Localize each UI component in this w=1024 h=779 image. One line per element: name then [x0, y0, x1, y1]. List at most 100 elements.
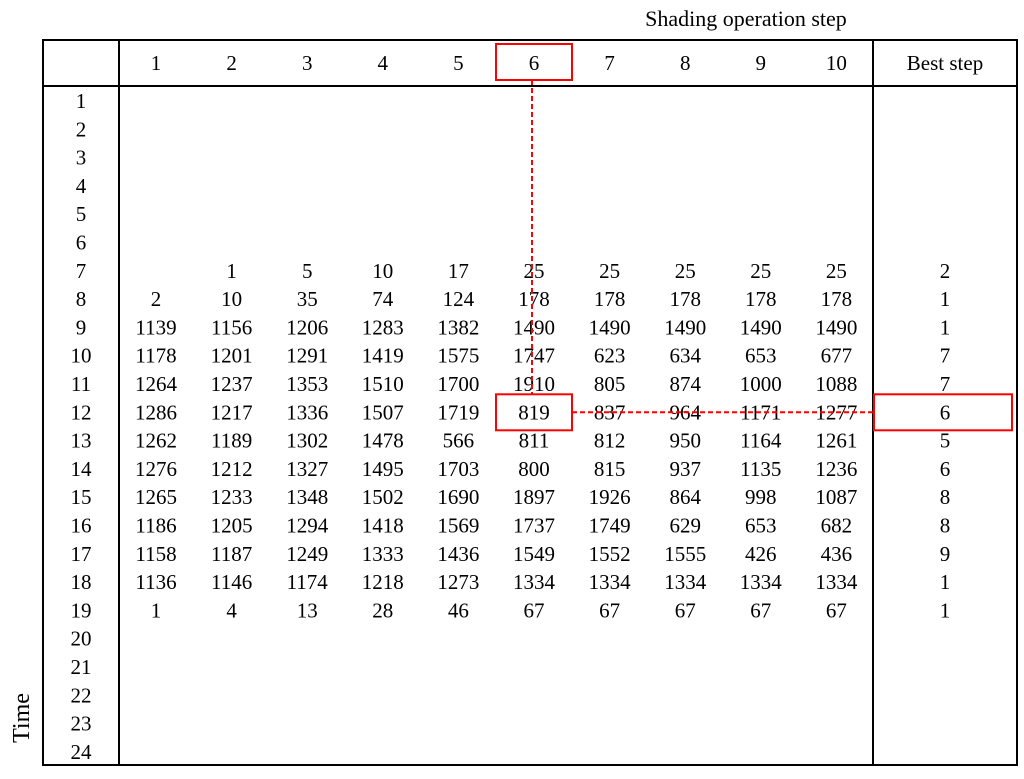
best-step-cell: 6 [940, 400, 951, 424]
table-cell: 1164 [740, 429, 782, 453]
table-cell: 1703 [437, 457, 479, 481]
time-label: 12 [71, 400, 92, 424]
table-row: 13 1262 1189 1302 1478 566 811 812 950 1164 1261 5 [71, 429, 951, 453]
table-title: Shading operation step [645, 6, 847, 31]
best-step-cell: 1 [940, 287, 951, 311]
table-cell: 1136 [135, 570, 176, 594]
table-row: 2 [76, 117, 87, 141]
table-cell: 1910 [513, 372, 555, 396]
table-cell: 426 [745, 542, 777, 566]
table-cell: 1382 [437, 315, 479, 339]
table-cell: 1146 [211, 570, 252, 594]
table-cell: 874 [669, 372, 701, 396]
table-row: 8 2 10 35 74 124 178 178 178 178 178 1 [76, 287, 951, 311]
time-label: 7 [76, 259, 87, 283]
table-cell: 677 [821, 344, 853, 368]
best-step-cell: 7 [940, 372, 951, 396]
best-step-cell: 5 [940, 429, 951, 453]
table-cell: 1212 [211, 457, 253, 481]
table-cell: 1276 [135, 457, 177, 481]
table-cell: 1249 [286, 542, 328, 566]
table-row: 20 [71, 627, 92, 651]
table-cell: 1348 [286, 485, 328, 509]
table-cell: 178 [745, 287, 777, 311]
best-step-cell: 6 [940, 457, 951, 481]
table-cell: 25 [675, 259, 696, 283]
table-cell: 1158 [135, 542, 176, 566]
step-header-9: 9 [756, 51, 767, 75]
table-cell: 1262 [135, 429, 177, 453]
table-cell: 1187 [211, 542, 252, 566]
time-label: 22 [71, 683, 92, 707]
table-cell: 1490 [513, 315, 555, 339]
table-cell: 1135 [740, 457, 781, 481]
table-cell: 1088 [815, 372, 857, 396]
table-cell: 1552 [589, 542, 631, 566]
table-cell: 1286 [135, 400, 177, 424]
table-cell: 1334 [589, 570, 632, 594]
table-cell: 1336 [286, 400, 328, 424]
table-cell: 800 [518, 457, 550, 481]
table-cell: 178 [669, 287, 701, 311]
table-cell: 950 [669, 429, 701, 453]
table-cell: 28 [372, 598, 393, 622]
time-label: 14 [71, 457, 93, 481]
table-cell: 25 [599, 259, 620, 283]
table-cell: 4 [226, 598, 237, 622]
table-cell: 1261 [815, 429, 857, 453]
table-row: 14 1276 1212 1327 1495 1703 800 815 937 1135 1236 6 [71, 457, 951, 481]
table-cell: 1294 [286, 514, 329, 538]
table-frame [42, 39, 1018, 766]
table-cell: 653 [745, 514, 777, 538]
table-row: 5 [76, 202, 87, 226]
table-cell: 1236 [815, 457, 857, 481]
best-step-cell: 2 [940, 259, 951, 283]
step-header-5: 5 [453, 51, 464, 75]
table-cell: 13 [297, 598, 318, 622]
table-cell: 1749 [589, 514, 631, 538]
table-row: 18 1136 1146 1174 1218 1273 1334 1334 1334 1334 13… [71, 570, 951, 594]
table-cell: 815 [594, 457, 626, 481]
step-header-3: 3 [302, 51, 313, 75]
time-label: 9 [76, 315, 87, 339]
table-cell: 1502 [362, 485, 404, 509]
table-cell: 67 [826, 598, 847, 622]
time-label: 6 [76, 231, 87, 255]
table-cell: 1747 [513, 344, 555, 368]
table-cell: 67 [750, 598, 771, 622]
table-cell: 1291 [286, 344, 328, 368]
best-step-cell: 8 [940, 514, 951, 538]
table-cell: 1719 [437, 400, 479, 424]
best-step-cell: 1 [940, 598, 951, 622]
table-cell: 629 [669, 514, 701, 538]
step-headers: 1 2 3 4 5 6 7 8 9 10 [151, 51, 847, 75]
table-cell: 178 [594, 287, 626, 311]
table-cell: 1490 [740, 315, 782, 339]
table-cell: 1478 [362, 429, 404, 453]
time-label: 19 [71, 598, 92, 622]
table-cell: 1233 [211, 485, 253, 509]
table-cell: 1490 [664, 315, 706, 339]
table-cell: 1186 [135, 514, 176, 538]
table-cell: 1 [151, 598, 162, 622]
step-header-2: 2 [226, 51, 237, 75]
table-row: 9 1139 1156 1206 1283 1382 1490 1490 1490 1490 149… [76, 315, 951, 339]
table-cell: 67 [675, 598, 696, 622]
table-border [42, 39, 1018, 766]
time-label: 13 [71, 429, 92, 453]
table-cell: 566 [443, 429, 475, 453]
table-cell: 1419 [362, 344, 404, 368]
table-row: 21 [71, 655, 92, 679]
table-row: 24 [71, 740, 93, 764]
table-cell: 1000 [740, 372, 782, 396]
time-label: 11 [71, 372, 91, 396]
table-cell: 1206 [286, 315, 328, 339]
table-cell: 1490 [589, 315, 631, 339]
table-row: 10 1178 1201 1291 1419 1575 1747 623 634 653 677 7 [71, 344, 951, 368]
table-cell: 25 [826, 259, 847, 283]
time-label: 24 [71, 740, 93, 764]
table-cell: 124 [443, 287, 475, 311]
